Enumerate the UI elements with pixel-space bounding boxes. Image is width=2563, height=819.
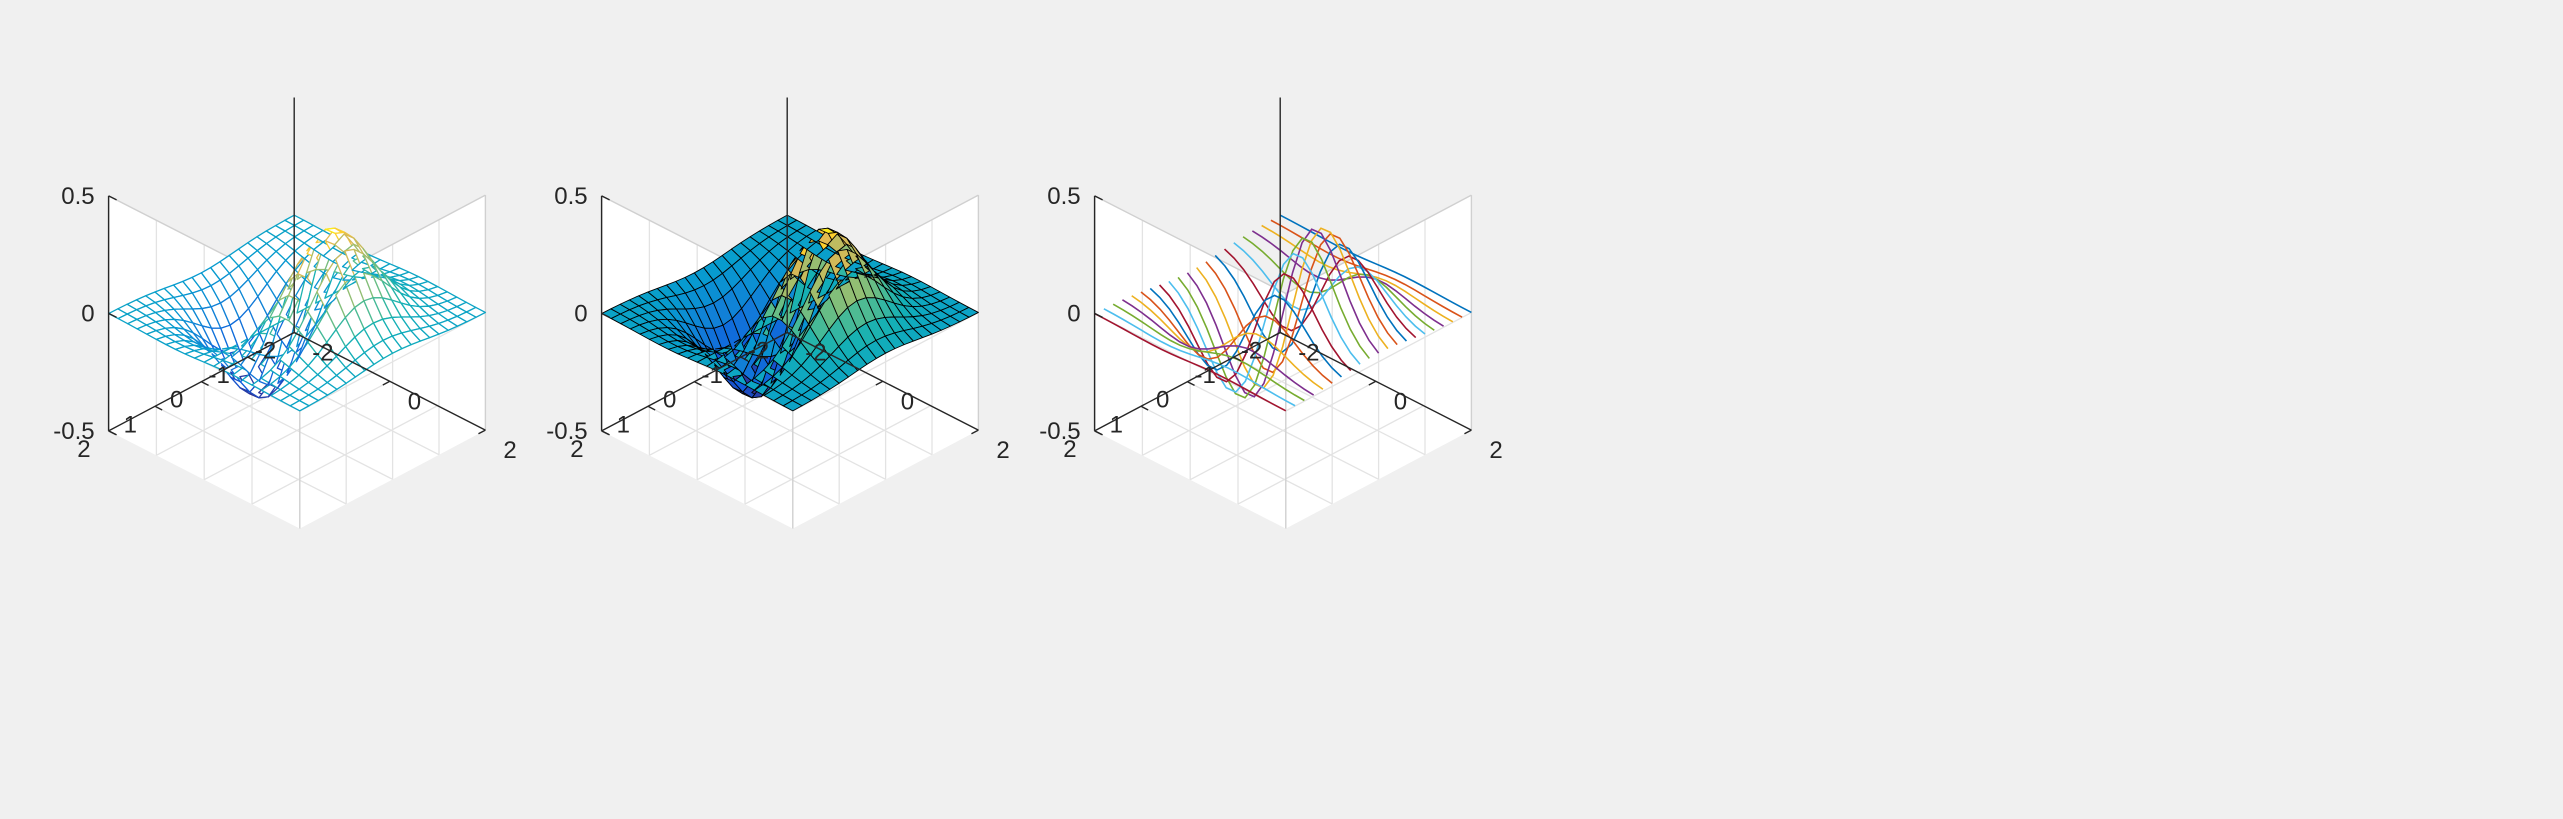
series-line-18	[1122, 299, 1315, 396]
y-tick	[1094, 430, 1103, 436]
x-tick-label: -2	[312, 340, 333, 367]
mesh-cell	[465, 306, 487, 318]
z-tick-label: 0.5	[61, 183, 94, 210]
z-tick-label: -0.5	[546, 418, 587, 445]
y-tick-label: 0	[1156, 387, 1169, 414]
z-tick-label: 0	[1067, 300, 1080, 327]
x-tick-label: 0	[901, 388, 914, 415]
series-line-9	[1205, 233, 1398, 374]
grid-line	[647, 405, 840, 505]
chart-panel-2: -0.5 0 0.5 -2 -1 0 1 2 -2 0 2	[546, 97, 1010, 529]
grid-line	[1140, 405, 1333, 505]
y-tick	[108, 430, 117, 436]
y-tick-label: 2	[1063, 436, 1076, 463]
y-tick-label: -2	[748, 338, 769, 365]
series-line-20	[1103, 308, 1296, 407]
x-tick-label: -2	[805, 340, 826, 367]
y-tick-label: 1	[617, 411, 630, 438]
x-tick	[286, 331, 295, 337]
grid-line	[201, 381, 393, 480]
y-tick	[201, 381, 209, 386]
x-tick	[382, 380, 391, 386]
x-tick	[1272, 331, 1281, 337]
grid-line	[1285, 312, 1472, 412]
y-tick-label: 2	[77, 436, 90, 463]
y-tick-label: -1	[1194, 362, 1215, 389]
grid-line	[154, 405, 347, 505]
surface-data	[1094, 214, 1472, 412]
series-line-1	[1279, 214, 1472, 314]
series-line-19	[1112, 303, 1305, 402]
x-tick	[1464, 429, 1472, 435]
x-tick-label: 2	[503, 437, 516, 464]
z-tick-label: -0.5	[53, 418, 94, 445]
y-tick	[1233, 356, 1242, 362]
y-tick	[247, 356, 256, 362]
z-tick	[108, 312, 117, 319]
grid-line	[792, 312, 979, 412]
z-tick-label: 0.5	[554, 183, 587, 210]
grid-line	[694, 381, 886, 480]
y-tick-label: -1	[701, 362, 722, 389]
z-tick-label: 0	[81, 300, 94, 327]
series-line-14	[1158, 272, 1352, 383]
y-tick-label: 0	[170, 387, 183, 414]
series-line-13	[1168, 252, 1361, 393]
x-tick	[1368, 380, 1377, 386]
y-tick-label: 1	[124, 411, 137, 438]
series-line-6	[1233, 242, 1426, 335]
y-tick	[694, 381, 702, 386]
z-tick-label: -0.5	[1039, 418, 1080, 445]
y-tick-label: -2	[255, 338, 276, 365]
x-axis-line	[786, 331, 979, 431]
y-axis-line	[1094, 331, 1281, 432]
z-tick	[1094, 195, 1103, 201]
surface-data	[601, 214, 979, 412]
y-tick-label: 0	[663, 387, 676, 414]
y-tick	[1140, 405, 1149, 411]
y-tick-label: -1	[208, 362, 229, 389]
x-tick-label: -2	[1298, 340, 1319, 367]
surface-face	[959, 306, 979, 318]
y-tick	[601, 430, 610, 436]
z-tick	[1094, 312, 1103, 319]
x-tick	[971, 429, 979, 435]
x-tick	[875, 380, 884, 386]
y-tick-label: 1	[1110, 411, 1123, 438]
y-tick	[293, 331, 302, 337]
z-tick	[601, 312, 610, 319]
z-tick	[601, 195, 610, 201]
grid-line	[1187, 381, 1379, 480]
box-edge	[1094, 195, 1287, 295]
x-tick-label: 0	[408, 388, 421, 415]
y-tick	[1187, 381, 1195, 386]
grid-line	[1233, 356, 1426, 456]
x-tick-label: 2	[1489, 437, 1502, 464]
x-tick	[779, 331, 788, 337]
z-tick-label: 0	[574, 300, 587, 327]
chart-panel-3: -0.5 0 0.5 -2 -1 0 1 2 -2 0 2	[1039, 97, 1503, 529]
series-line-21	[1094, 312, 1287, 412]
y-tick	[647, 405, 656, 411]
y-tick	[1279, 331, 1288, 337]
y-tick	[786, 331, 795, 337]
x-tick	[478, 429, 486, 435]
x-tick-label: 2	[996, 437, 1009, 464]
y-tick	[154, 405, 163, 411]
y-tick-label: -2	[1241, 338, 1262, 365]
series-line-5	[1242, 236, 1435, 331]
chart-panel-1: -0.5 0 0.5 -2 -1 0 1 2 -2 0 2	[53, 97, 517, 529]
grid-line	[299, 312, 486, 412]
series-line-11	[1186, 228, 1380, 398]
x-tick-label: 0	[1394, 388, 1407, 415]
series-line-17	[1131, 295, 1324, 390]
y-tick	[740, 356, 749, 362]
series-line-10	[1196, 227, 1389, 389]
series-line-8	[1214, 243, 1408, 354]
series-line-12	[1177, 237, 1370, 399]
z-tick	[108, 195, 117, 201]
y-tick-label: 2	[570, 436, 583, 463]
z-tick-label: 0.5	[1047, 183, 1080, 210]
